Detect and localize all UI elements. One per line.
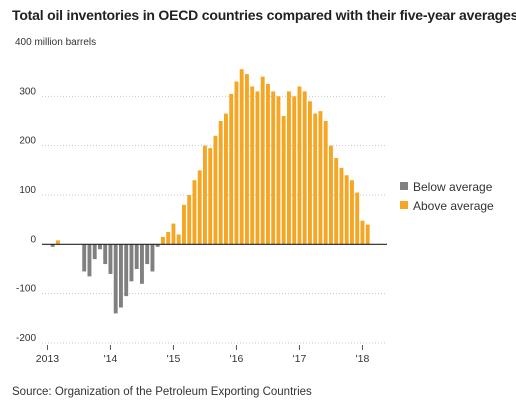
bar-above-average [239, 69, 244, 245]
bar-above-average [302, 91, 307, 245]
legend-swatch-below-average [400, 182, 408, 190]
legend-label-below-average: Below average [413, 180, 493, 194]
bar-below-average [50, 244, 55, 247]
bars [50, 69, 370, 314]
bar-above-average [266, 84, 270, 245]
bar-above-average [281, 116, 286, 245]
bar-above-average [56, 240, 60, 245]
y-tick-label: 0 [30, 234, 36, 245]
bar-above-average [182, 204, 186, 245]
bar-above-average [360, 220, 365, 245]
bar-above-average [197, 170, 202, 245]
bar-above-average [318, 111, 323, 245]
x-tick-label: 2013 [36, 353, 60, 365]
bar-above-average [161, 236, 165, 245]
bar-below-average [145, 244, 150, 265]
bar-above-average [255, 91, 260, 245]
x-tick-label: '14 [104, 353, 118, 365]
bar-below-average [98, 244, 102, 250]
bar-above-average [171, 223, 176, 245]
chart-source: Source: Organization of the Petroleum Ex… [12, 386, 312, 398]
bar-above-average [229, 93, 234, 245]
bar-above-average [297, 86, 302, 245]
bar-below-average [82, 244, 87, 272]
grid [42, 95, 387, 344]
bar-above-average [192, 180, 197, 245]
bar-above-average [166, 232, 171, 245]
bar-above-average [213, 135, 218, 245]
bar-above-average [344, 175, 349, 245]
bar-above-average [339, 167, 344, 245]
y-tick-label: -200 [16, 333, 36, 344]
bar-above-average [323, 121, 328, 245]
bar-above-average [355, 192, 360, 245]
x-tick-label: '16 [230, 353, 244, 365]
bar-above-average [250, 86, 255, 245]
bar-above-average [260, 76, 265, 245]
bar-below-average [87, 244, 92, 277]
y-axis-unit-label: 400 million barrels [15, 37, 96, 48]
x-tick-label: '17 [293, 353, 307, 365]
legend-swatch-above-average [400, 201, 408, 209]
legend-label-above-average: Above average [413, 199, 494, 213]
x-tick-label: '15 [167, 353, 181, 365]
bar-above-average [334, 158, 339, 245]
bar-below-average [113, 244, 118, 314]
bar-above-average [234, 81, 239, 245]
bar-above-average [208, 148, 213, 245]
bar-above-average [271, 91, 276, 245]
bar-below-average [155, 244, 160, 247]
bar-above-average [224, 113, 228, 245]
bar-above-average [245, 74, 249, 245]
bar-below-average [119, 244, 123, 308]
bar-below-average [124, 244, 129, 297]
bar-above-average [218, 121, 223, 245]
bar-above-average [276, 96, 281, 245]
bar-above-average [203, 145, 207, 245]
bar-above-average [365, 224, 370, 245]
bar-above-average [287, 91, 291, 245]
y-tick-label: 100 [19, 185, 36, 196]
bar-below-average [92, 244, 97, 260]
bar-above-average [329, 145, 333, 245]
bar-above-average [176, 234, 181, 245]
bar-below-average [108, 244, 113, 274]
bar-below-average [103, 244, 108, 265]
y-tick-label: -100 [16, 284, 36, 295]
bar-above-average [187, 195, 192, 245]
bar-above-average [292, 96, 297, 245]
bar-below-average [129, 244, 134, 282]
chart-title: Total oil inventories in OECD countries … [12, 7, 516, 23]
bar-above-average [308, 101, 312, 245]
bar-below-average [140, 244, 144, 284]
bar-above-average [313, 113, 318, 245]
bar-below-average [134, 244, 139, 269]
y-tick-label: 200 [19, 136, 36, 147]
bar-below-average [150, 244, 155, 272]
x-tick-label: '18 [356, 353, 370, 365]
x-axis-ticks: 2013 '14 '15 '16 '17 '18 [36, 345, 370, 365]
bar-above-average [350, 180, 354, 245]
y-tick-label: 300 [19, 86, 36, 97]
legend: Below average Above average [400, 180, 494, 213]
y-axis-ticks: 300 200 100 0 -100 -200 [16, 86, 36, 344]
